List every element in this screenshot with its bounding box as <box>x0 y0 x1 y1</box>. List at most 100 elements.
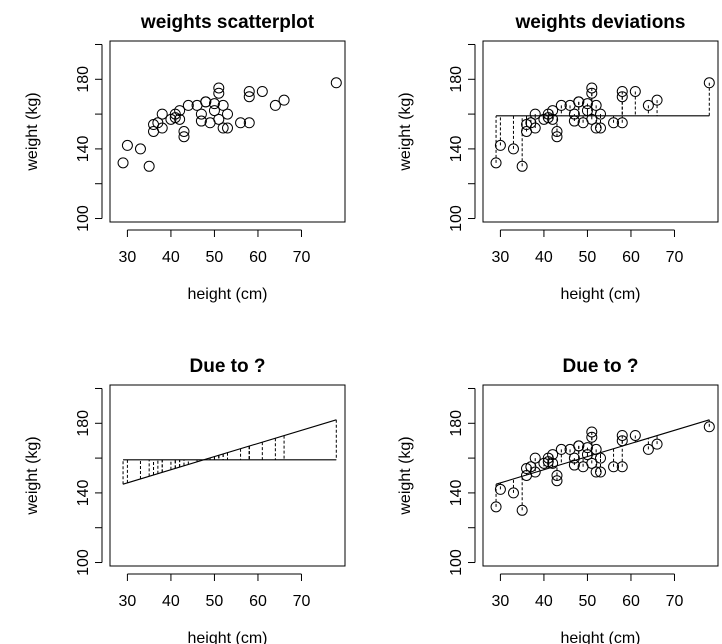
data-point <box>616 91 628 103</box>
x-tick-label: 30 <box>119 249 137 266</box>
data-point <box>581 442 593 454</box>
data-point <box>490 157 502 169</box>
data-point <box>551 475 563 487</box>
panel-3: Due to ? 30 40 50 60 70 height (cm) 100 140 180 we… <box>24 356 346 644</box>
data-point <box>616 461 628 473</box>
x-tick-label: 50 <box>579 249 597 266</box>
data-point <box>608 117 620 129</box>
y-tick-label: 140 <box>448 135 465 162</box>
chart-title: weights scatterplot <box>140 12 315 33</box>
data-point <box>568 115 580 127</box>
data-point <box>551 470 563 481</box>
y-tick-label: 180 <box>448 410 465 437</box>
data-point <box>595 122 606 134</box>
data-point <box>581 449 593 461</box>
x-tick-label: 70 <box>293 593 311 610</box>
x-tick-label: 50 <box>579 593 597 610</box>
data-point <box>586 457 598 469</box>
x-tick-label: 30 <box>119 593 137 610</box>
data-point <box>590 99 602 111</box>
x-tick-label: 50 <box>206 249 224 266</box>
data-point <box>568 108 580 120</box>
data-point <box>529 466 541 478</box>
data-point <box>590 122 602 134</box>
y-axis-label: weight (kg) <box>24 92 41 171</box>
data-point <box>507 143 519 155</box>
data-point <box>243 91 255 103</box>
data-point <box>208 105 220 117</box>
data-point <box>651 94 663 106</box>
data-point <box>278 94 290 106</box>
data-point <box>590 466 602 478</box>
data-point <box>547 449 559 461</box>
data-point <box>586 113 598 125</box>
data-point <box>217 99 229 111</box>
y-tick-label: 100 <box>448 205 465 232</box>
y-axis-label: weight (kg) <box>397 436 414 515</box>
x-tick-label: 30 <box>492 249 510 266</box>
y-tick-label: 100 <box>448 549 465 576</box>
data-point <box>200 96 212 108</box>
data-point <box>703 77 715 89</box>
data-point <box>642 443 654 455</box>
data-point <box>178 126 190 137</box>
data-point <box>494 483 506 495</box>
plot-frame <box>482 40 719 223</box>
panel-4: Due to ? 30 40 50 60 70 height (cm) 100 140 180 we… <box>397 356 719 644</box>
y-tick-label: 100 <box>75 549 92 576</box>
data-point <box>629 429 641 441</box>
data-point <box>213 113 225 125</box>
data-point <box>547 105 559 117</box>
data-point <box>616 117 628 129</box>
data-point <box>547 457 559 469</box>
x-tick-label: 70 <box>666 593 684 610</box>
data-point <box>269 99 281 111</box>
x-tick-label: 40 <box>162 249 180 266</box>
data-point <box>616 85 628 97</box>
y-tick-label: 180 <box>448 66 465 93</box>
data-point <box>595 108 606 120</box>
data-point <box>174 105 186 117</box>
data-point <box>516 504 528 516</box>
regression-line <box>495 419 710 485</box>
data-point <box>529 122 541 134</box>
data-point <box>213 87 225 99</box>
data-point <box>555 443 567 455</box>
data-point <box>629 85 641 97</box>
x-tick-label: 70 <box>666 249 684 266</box>
data-point <box>330 77 342 89</box>
x-tick-label: 40 <box>535 249 553 266</box>
data-point <box>507 487 519 499</box>
data-point <box>586 87 598 99</box>
data-point <box>143 160 155 172</box>
data-point <box>551 131 563 143</box>
data-point <box>121 139 133 151</box>
y-tick-label: 140 <box>75 135 92 162</box>
chart-title: Due to ? <box>563 356 639 377</box>
x-tick-label: 50 <box>206 593 224 610</box>
data-point <box>595 466 606 478</box>
data-point <box>590 443 602 455</box>
data-point <box>616 429 628 441</box>
data-point <box>595 452 606 464</box>
y-tick-label: 100 <box>75 205 92 232</box>
regression-line <box>122 419 337 485</box>
y-tick-label: 140 <box>75 479 92 506</box>
data-point <box>616 435 628 447</box>
x-tick-label: 60 <box>249 249 267 266</box>
x-tick-label: 60 <box>622 593 640 610</box>
data-point <box>573 96 585 108</box>
data-point <box>182 99 194 111</box>
data-point <box>586 431 598 443</box>
x-tick-label: 40 <box>162 593 180 610</box>
data-point <box>581 105 593 117</box>
data-point <box>568 459 580 471</box>
data-point <box>195 115 207 127</box>
x-axis-label: height (cm) <box>560 286 640 303</box>
data-point <box>156 108 168 120</box>
data-point <box>586 82 598 94</box>
plot-frame <box>109 40 346 223</box>
data-point <box>581 98 593 110</box>
x-tick-label: 60 <box>622 249 640 266</box>
data-point <box>217 122 229 134</box>
